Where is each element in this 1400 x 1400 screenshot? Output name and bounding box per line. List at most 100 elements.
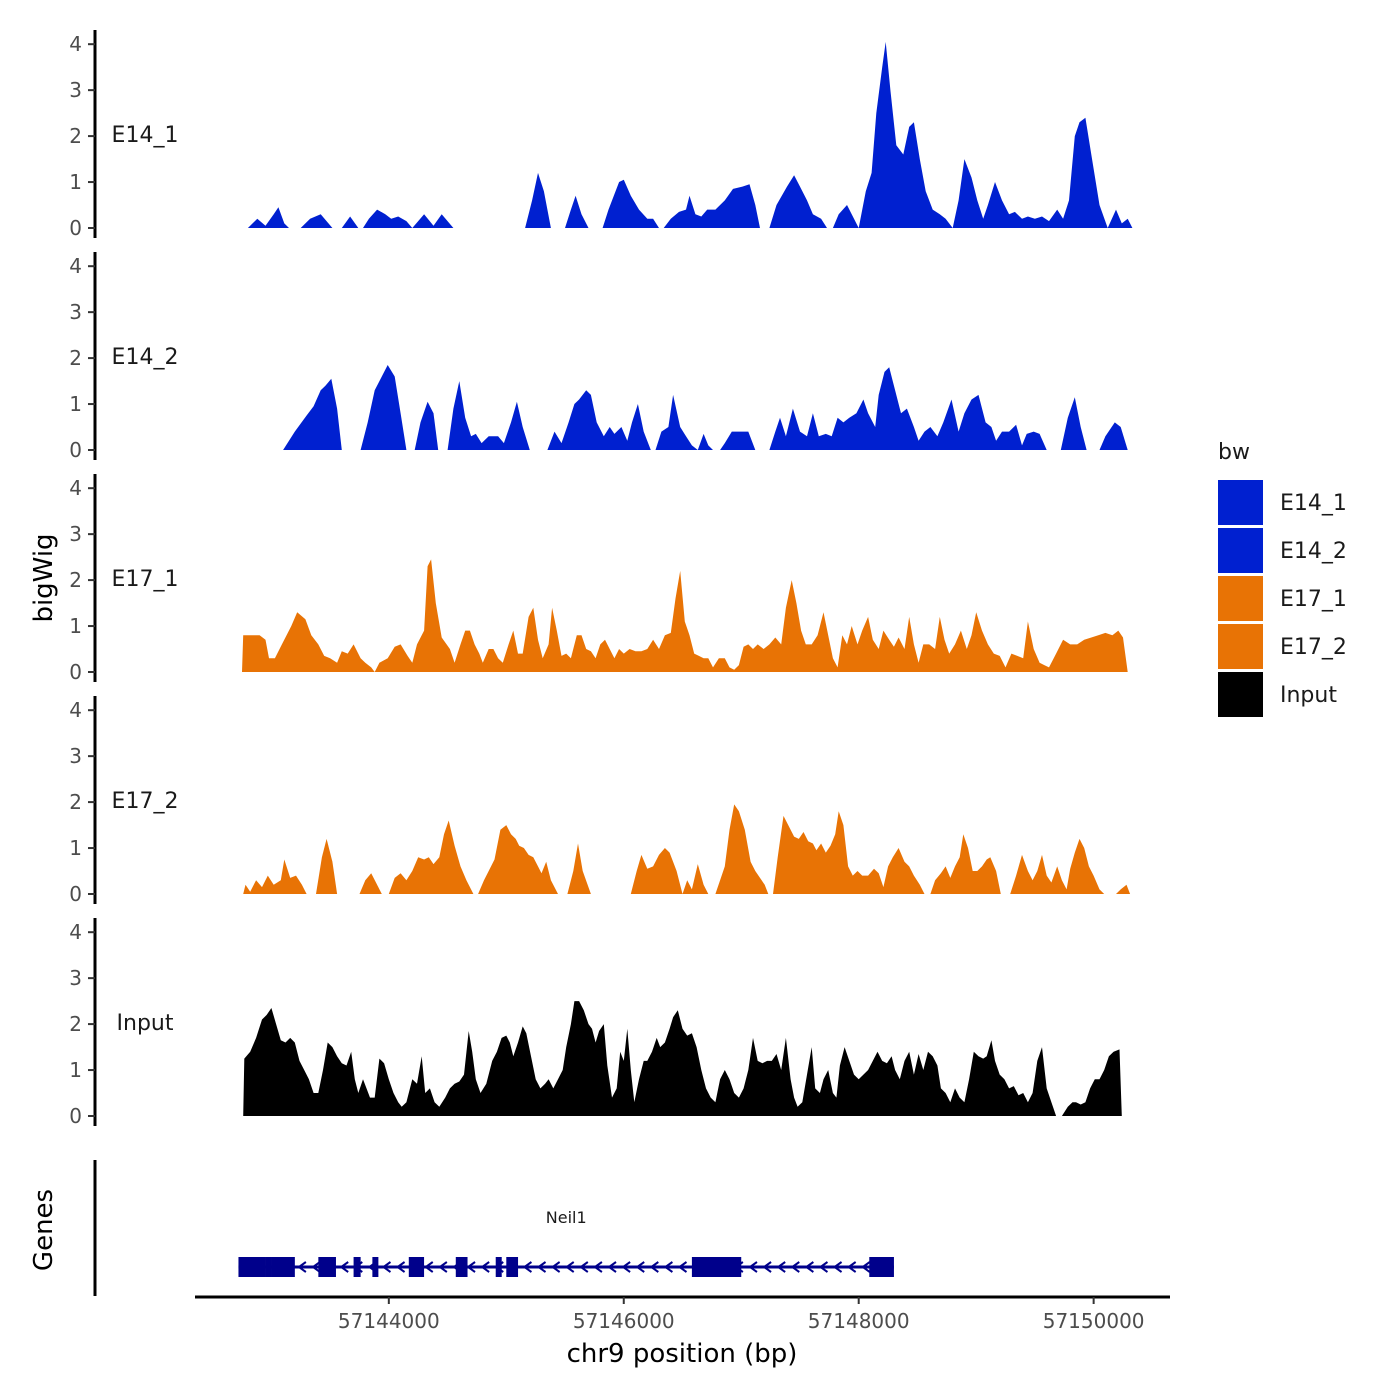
x-axis: 57144000 57146000 57148000 57150000 bbox=[195, 1295, 1170, 1333]
coverage-area bbox=[243, 1001, 1057, 1116]
strand-arrow bbox=[593, 1261, 603, 1273]
legend-key bbox=[1218, 528, 1263, 573]
legend-key bbox=[1218, 576, 1263, 621]
strand-arrow bbox=[762, 1261, 772, 1273]
y-tick-label: 2 bbox=[69, 1012, 82, 1036]
coverage-area bbox=[930, 834, 1001, 894]
y-tick-label: 4 bbox=[69, 254, 82, 278]
gene-exon bbox=[495, 1257, 502, 1277]
legend-key bbox=[1218, 672, 1263, 717]
strand-arrow bbox=[790, 1261, 800, 1273]
track-label: E14_1 bbox=[112, 123, 179, 148]
gene-panel-title: Genes bbox=[29, 1189, 59, 1271]
coverage-area bbox=[1010, 838, 1105, 894]
x-tick-label: 57148000 bbox=[808, 1309, 910, 1333]
y-tick-label: 3 bbox=[69, 744, 82, 768]
coverage-area bbox=[602, 179, 659, 228]
y-tick-label: 4 bbox=[69, 920, 82, 944]
y-tick-label: 1 bbox=[69, 170, 82, 194]
y-tick-label: 4 bbox=[69, 476, 82, 500]
strand-arrow bbox=[677, 1261, 688, 1273]
coverage-area bbox=[773, 811, 925, 894]
legend-label: E14_2 bbox=[1280, 539, 1347, 564]
coverage-area bbox=[300, 214, 333, 228]
gene-exon bbox=[318, 1257, 336, 1277]
coverage-area bbox=[316, 838, 338, 894]
coverage-area bbox=[242, 559, 1128, 672]
track-label: E17_2 bbox=[112, 789, 179, 814]
strand-arrow bbox=[438, 1261, 448, 1273]
y-tick-label: 1 bbox=[69, 1058, 82, 1082]
gene-exon bbox=[869, 1257, 894, 1277]
track-panels: 0 1 2 3 4 E14_1 0 1 2 3 4 E14_2 0 1 2 3 4 E17_1 0 1 2 3 4 E17_2… bbox=[69, 30, 1133, 1128]
y-tick-label: 2 bbox=[69, 346, 82, 370]
x-axis-title: chr9 position (bp) bbox=[567, 1339, 798, 1369]
coverage-area bbox=[525, 172, 551, 228]
coverage-area bbox=[247, 207, 289, 228]
coverage-area bbox=[359, 873, 382, 894]
y-tick-label: 0 bbox=[69, 216, 82, 240]
legend-key bbox=[1218, 480, 1263, 525]
coverage-area bbox=[341, 216, 359, 228]
coverage-area bbox=[715, 804, 769, 894]
coverage-area bbox=[363, 209, 454, 228]
coverage-area bbox=[360, 365, 407, 450]
track-label: E14_2 bbox=[112, 345, 179, 370]
coverage-area bbox=[388, 820, 474, 894]
coverage-area bbox=[447, 381, 530, 450]
coverage-area bbox=[414, 401, 439, 450]
track-e17-1: 0 1 2 3 4 E17_1 bbox=[69, 474, 1128, 684]
strand-arrow bbox=[565, 1261, 575, 1273]
y-tick-label: 0 bbox=[69, 1104, 82, 1128]
y-tick-label: 1 bbox=[69, 836, 82, 860]
coverage-area bbox=[720, 431, 756, 450]
strand-arrow bbox=[607, 1261, 617, 1273]
coverage-area bbox=[1060, 397, 1087, 450]
track-input: 0 1 2 3 4 Input bbox=[69, 918, 1122, 1128]
strand-arrow bbox=[536, 1261, 547, 1273]
gene-exon bbox=[271, 1257, 295, 1277]
coverage-area bbox=[243, 859, 307, 894]
coverage-area bbox=[1116, 884, 1131, 894]
coverage-area bbox=[567, 843, 591, 894]
strand-arrow bbox=[635, 1261, 645, 1273]
x-tick-label: 57150000 bbox=[1043, 1309, 1145, 1333]
strand-arrow bbox=[381, 1261, 392, 1273]
strand-arrow bbox=[621, 1261, 631, 1273]
legend-title: bw bbox=[1218, 440, 1250, 465]
y-tick-label: 1 bbox=[69, 392, 82, 416]
x-tick-label: 57146000 bbox=[573, 1309, 675, 1333]
strand-arrow bbox=[818, 1261, 829, 1273]
y-tick-label: 3 bbox=[69, 966, 82, 990]
strand-arrow bbox=[832, 1261, 843, 1273]
gene-name: Neil1 bbox=[546, 1208, 587, 1227]
coverage-area bbox=[630, 848, 709, 894]
strand-arrow bbox=[480, 1261, 490, 1273]
strand-arrow bbox=[861, 1261, 871, 1273]
strand-arrow bbox=[311, 1261, 321, 1273]
coverage-area bbox=[1099, 422, 1128, 450]
coverage-area bbox=[478, 825, 558, 894]
y-tick-label: 3 bbox=[69, 300, 82, 324]
strand-arrow bbox=[466, 1261, 476, 1273]
legend-label: Input bbox=[1280, 683, 1337, 708]
gene-exon bbox=[506, 1257, 519, 1277]
y-tick-label: 4 bbox=[69, 698, 82, 722]
coverage-area bbox=[663, 184, 760, 228]
strand-arrow bbox=[297, 1261, 307, 1273]
strand-arrow bbox=[776, 1261, 786, 1273]
strand-arrow bbox=[748, 1261, 758, 1273]
legend-label: E17_1 bbox=[1280, 587, 1347, 612]
strand-arrow bbox=[579, 1261, 589, 1273]
coverage-area bbox=[283, 378, 342, 450]
x-tick-label: 57144000 bbox=[338, 1309, 440, 1333]
gene-exon bbox=[691, 1257, 742, 1277]
y-tick-label: 1 bbox=[69, 614, 82, 638]
coverage-area bbox=[1061, 1049, 1122, 1116]
strand-arrow bbox=[804, 1261, 814, 1273]
coverage-area bbox=[547, 390, 651, 450]
legend-label: E14_1 bbox=[1280, 491, 1347, 516]
strand-arrow bbox=[395, 1261, 406, 1273]
track-label: E17_1 bbox=[112, 567, 179, 592]
